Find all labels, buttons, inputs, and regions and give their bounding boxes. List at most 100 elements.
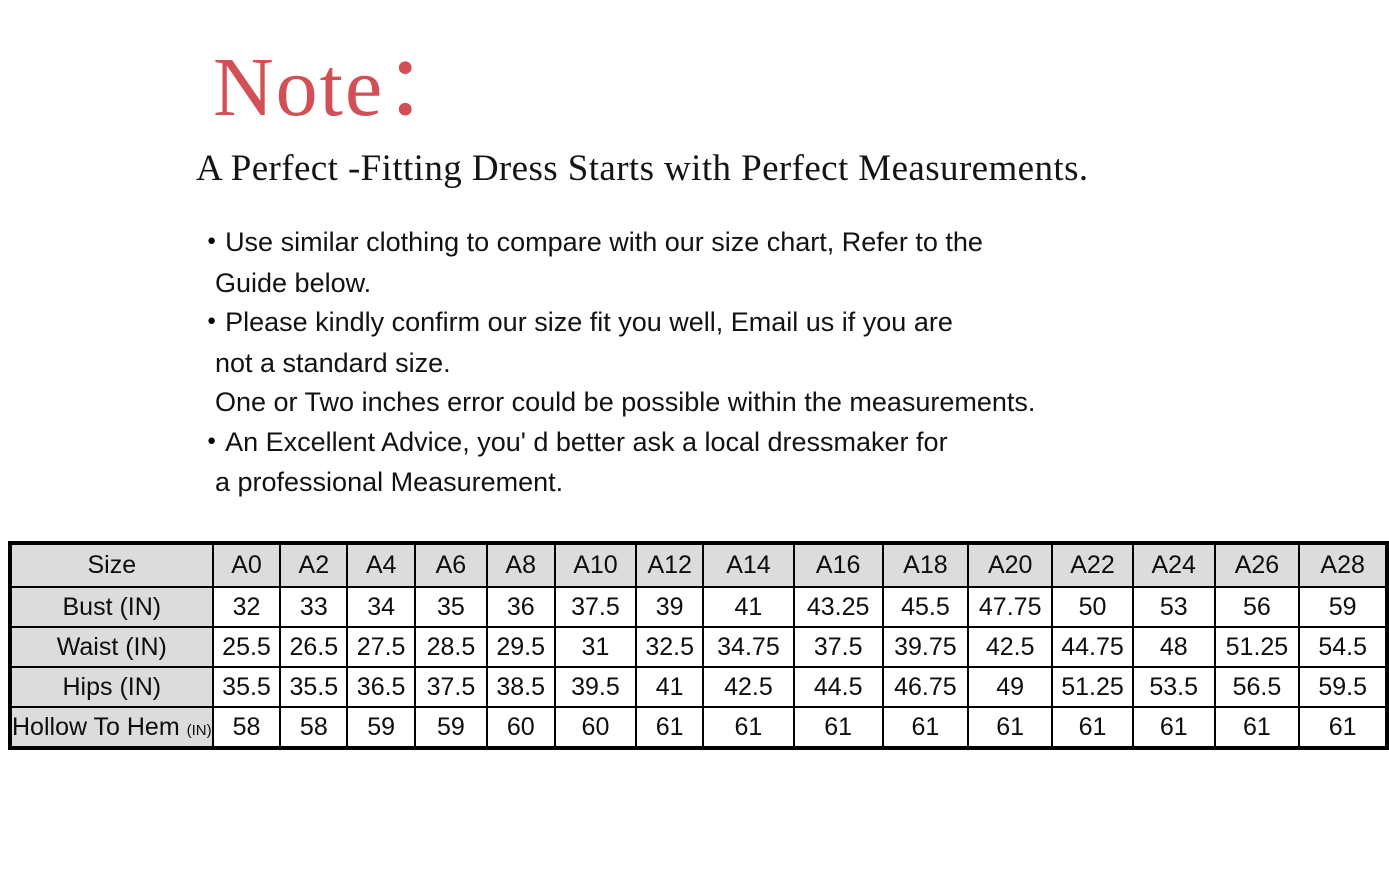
size-header-row: Size A0 A2 A4 A6 A8 A10 A12 A14 A16 A18 A20 A22 A24 A2… xyxy=(9,542,1388,588)
measurement-cell: 41 xyxy=(635,666,705,708)
measurement-cell: 61 xyxy=(792,706,884,749)
note-continuation-line: a professional Measurement. xyxy=(215,467,564,498)
measurement-cell: 37.5 xyxy=(553,586,638,628)
measurement-cell: 51.25 xyxy=(1051,666,1134,708)
size-column-header: A16 xyxy=(792,542,884,588)
measurement-cell: 59 xyxy=(346,706,417,749)
measurement-cell: 33 xyxy=(279,586,349,628)
measurement-cell: 45.5 xyxy=(881,586,970,628)
measurement-cell: 39.75 xyxy=(881,626,970,668)
measurement-cell: 59.5 xyxy=(1298,666,1388,708)
size-column-header: A2 xyxy=(279,542,349,588)
size-corner-header: Size xyxy=(9,542,214,588)
measurement-cell: 39 xyxy=(635,586,705,628)
measurement-cell: 50 xyxy=(1051,586,1134,628)
bullet-icon: ● xyxy=(207,232,217,250)
note-bullet-list: ● Use similar clothing to compare with ou… xyxy=(205,223,1035,503)
measurement-cell: 31 xyxy=(553,626,638,668)
measurement-cell: 36 xyxy=(485,586,556,628)
size-column-header: A12 xyxy=(635,542,705,588)
measurement-cell: 56 xyxy=(1213,586,1301,628)
size-column-header: A22 xyxy=(1051,542,1134,588)
bullet-icon: ● xyxy=(207,312,217,330)
measurement-cell: 48 xyxy=(1131,626,1216,668)
row-label: Hips (IN) xyxy=(9,666,214,708)
measurement-cell: 26.5 xyxy=(279,626,349,668)
measurement-cell: 44.5 xyxy=(792,666,884,708)
measurement-cell: 34.75 xyxy=(702,626,795,668)
measurement-cell: 25.5 xyxy=(211,626,282,668)
size-column-header: A4 xyxy=(346,542,417,588)
size-column-header: A10 xyxy=(553,542,638,588)
size-column-header: A14 xyxy=(702,542,795,588)
measurement-cell: 51.25 xyxy=(1213,626,1301,668)
measurement-cell: 29.5 xyxy=(485,626,556,668)
measurement-cell: 44.75 xyxy=(1051,626,1134,668)
measurement-cell: 49 xyxy=(967,666,1054,708)
measurement-row: Hips (IN) 35.5 35.5 36.5 37.5 38.5 39.5 41 42.5 4… xyxy=(9,666,1388,708)
measurement-cell: 36.5 xyxy=(346,666,417,708)
note-continuation-line: not a standard size. xyxy=(215,347,451,378)
note-subtitle: A Perfect -Fitting Dress Starts with Per… xyxy=(196,148,1089,189)
size-column-header: A0 xyxy=(211,542,282,588)
measurement-cell: 47.75 xyxy=(967,586,1054,628)
note-bullet-line: ● Use similar clothing to compare with ou… xyxy=(205,223,1035,264)
measurement-cell: 37.5 xyxy=(414,666,488,708)
measurement-row: Hollow To Hem (IN) 58 58 59 59 60 60 61 61 61 61 61… xyxy=(9,706,1388,749)
note-continuation-line: One or Two inches error could be possibl… xyxy=(215,387,1036,418)
note-continuation-line: Guide below. xyxy=(215,267,372,298)
note-bullet-line: ● Please kindly confirm our size fit you … xyxy=(205,303,1035,344)
measurement-cell: 35.5 xyxy=(211,666,282,708)
measurement-cell: 56.5 xyxy=(1213,666,1301,708)
measurement-cell: 53.5 xyxy=(1131,666,1216,708)
measurement-cell: 60 xyxy=(485,706,556,749)
size-column-header: A20 xyxy=(967,542,1054,588)
measurement-cell: 42.5 xyxy=(967,626,1054,668)
measurement-cell: 39.5 xyxy=(553,666,638,708)
measurement-cell: 43.25 xyxy=(792,586,884,628)
size-column-header: A28 xyxy=(1298,542,1388,588)
measurement-cell: 32.5 xyxy=(635,626,705,668)
measurement-cell: 41 xyxy=(702,586,795,628)
measurement-cell: 61 xyxy=(1213,706,1301,749)
size-column-header: A26 xyxy=(1213,542,1301,588)
size-column-header: A8 xyxy=(485,542,556,588)
measurement-cell: 59 xyxy=(414,706,488,749)
row-label-unit: (IN) xyxy=(186,721,212,739)
measurement-cell: 34 xyxy=(346,586,417,628)
measurement-row: Waist (IN) 25.5 26.5 27.5 28.5 29.5 31 32.5 34.7… xyxy=(9,626,1388,668)
note-title: Note： xyxy=(213,41,471,134)
measurement-cell: 58 xyxy=(211,706,282,749)
size-column-header: A6 xyxy=(414,542,488,588)
measurement-cell: 61 xyxy=(702,706,795,749)
measurement-cell: 42.5 xyxy=(702,666,795,708)
row-label: Hollow To Hem (IN) xyxy=(9,706,214,749)
size-column-header: A18 xyxy=(881,542,970,588)
measurement-cell: 61 xyxy=(967,706,1054,749)
row-label: Bust (IN) xyxy=(9,586,214,628)
measurement-cell: 58 xyxy=(279,706,349,749)
measurement-cell: 32 xyxy=(211,586,282,628)
measurement-cell: 61 xyxy=(881,706,970,749)
measurement-cell: 38.5 xyxy=(485,666,556,708)
measurement-cell: 61 xyxy=(1051,706,1134,749)
measurement-cell: 61 xyxy=(1298,706,1388,749)
size-column-header: A24 xyxy=(1131,542,1216,588)
measurement-cell: 59 xyxy=(1298,586,1388,628)
measurement-cell: 54.5 xyxy=(1298,626,1388,668)
measurement-cell: 35.5 xyxy=(279,666,349,708)
measurement-cell: 28.5 xyxy=(414,626,488,668)
measurement-cell: 27.5 xyxy=(346,626,417,668)
measurement-cell: 61 xyxy=(635,706,705,749)
measurement-cell: 46.75 xyxy=(881,666,970,708)
measurement-cell: 53 xyxy=(1131,586,1216,628)
bullet-icon: ● xyxy=(207,431,217,449)
size-chart-table: Size A0 A2 A4 A6 A8 A10 A12 A14 A16 A18 A20 A22 A24 A2… xyxy=(8,541,1389,750)
measurement-cell: 60 xyxy=(553,706,638,749)
note-bullet-line: ● An Excellent Advice, you' d better ask … xyxy=(205,423,1035,464)
measurement-cell: 61 xyxy=(1131,706,1216,749)
row-label: Waist (IN) xyxy=(9,626,214,668)
measurement-cell: 35 xyxy=(414,586,488,628)
measurement-row: Bust (IN) 32 33 34 35 36 37.5 39 41 43.25 45.5 47.7… xyxy=(9,586,1388,628)
measurement-cell: 37.5 xyxy=(792,626,884,668)
